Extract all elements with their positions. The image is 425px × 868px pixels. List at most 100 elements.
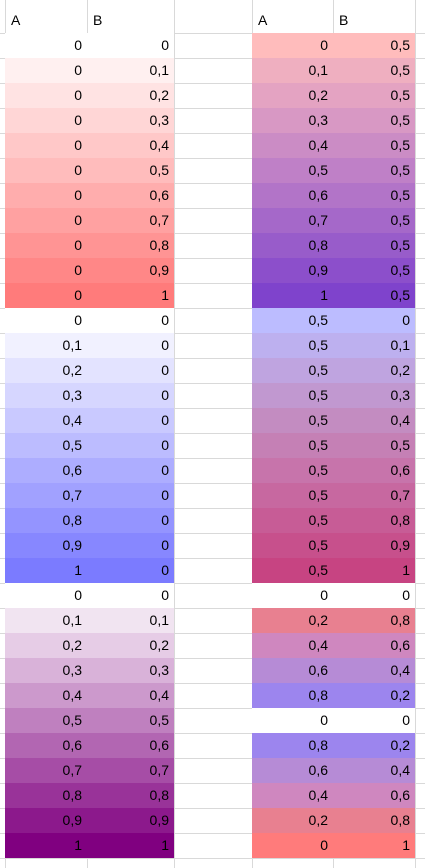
cell-right-mix-a-a[interactable]: 0,2 (252, 608, 333, 633)
cell-left-red-a[interactable]: 0 (5, 283, 87, 308)
cell-left-purple-b[interactable]: 0,7 (87, 758, 174, 783)
cell-right-lavender-to-magenta-a[interactable]: 0,5 (252, 333, 333, 358)
cell-right-lavender-to-magenta-b[interactable]: 0 (333, 308, 415, 333)
cell-left-red-b[interactable]: 0 (87, 33, 174, 58)
cell-left-red-b[interactable]: 0,8 (87, 233, 174, 258)
cell-right-mix-b-b[interactable]: 0 (333, 708, 415, 733)
cell-right-mix-a-b[interactable]: 0,4 (333, 658, 415, 683)
cell-right-lavender-to-magenta-b[interactable]: 0,3 (333, 383, 415, 408)
cell-right-mix-b-b[interactable]: 0,4 (333, 758, 415, 783)
cell-left-purple-b[interactable]: 1 (87, 833, 174, 858)
cell-right-lavender-to-magenta-b[interactable]: 0,7 (333, 483, 415, 508)
cell-right-pink-to-violet-a[interactable]: 0,4 (252, 133, 333, 158)
cell-left-blue-a[interactable]: 0 (5, 308, 87, 333)
cell-left-blue-b[interactable]: 0 (87, 433, 174, 458)
cell-right-pink-to-violet-b[interactable]: 0,5 (333, 108, 415, 133)
cell-left-blue-a[interactable]: 1 (5, 558, 87, 583)
column-header-b-right[interactable]: B (339, 12, 349, 28)
cell-right-lavender-to-magenta-b[interactable]: 0,4 (333, 408, 415, 433)
cell-right-lavender-to-magenta-a[interactable]: 0,5 (252, 458, 333, 483)
cell-left-blue-a[interactable]: 0,6 (5, 458, 87, 483)
cell-left-blue-a[interactable]: 0,4 (5, 408, 87, 433)
cell-left-red-a[interactable]: 0 (5, 58, 87, 83)
cell-left-red-b[interactable]: 1 (87, 283, 174, 308)
cell-right-lavender-to-magenta-a[interactable]: 0,5 (252, 308, 333, 333)
cell-right-pink-to-violet-b[interactable]: 0,5 (333, 58, 415, 83)
cell-left-red-a[interactable]: 0 (5, 233, 87, 258)
cell-right-lavender-to-magenta-b[interactable]: 0,1 (333, 333, 415, 358)
cell-right-lavender-to-magenta-b[interactable]: 0,2 (333, 358, 415, 383)
cell-right-mix-a-b[interactable]: 0 (333, 583, 415, 608)
cell-left-red-a[interactable]: 0 (5, 208, 87, 233)
cell-left-blue-b[interactable]: 0 (87, 533, 174, 558)
cell-right-mix-b-a[interactable]: 0,8 (252, 733, 333, 758)
cell-right-mix-a-a[interactable]: 0,6 (252, 658, 333, 683)
cell-left-blue-b[interactable]: 0 (87, 458, 174, 483)
cell-left-purple-b[interactable]: 0,3 (87, 658, 174, 683)
cell-right-mix-b-a[interactable]: 0 (252, 708, 333, 733)
cell-left-purple-a[interactable]: 0,6 (5, 733, 87, 758)
cell-left-red-b[interactable]: 0,6 (87, 183, 174, 208)
cell-right-mix-a-b[interactable]: 0,6 (333, 633, 415, 658)
cell-right-mix-b-a[interactable]: 0 (252, 833, 333, 858)
cell-left-purple-b[interactable]: 0,8 (87, 783, 174, 808)
cell-right-mix-b-b[interactable]: 1 (333, 833, 415, 858)
cell-left-red-a[interactable]: 0 (5, 33, 87, 58)
cell-left-blue-b[interactable]: 0 (87, 308, 174, 333)
cell-right-lavender-to-magenta-b[interactable]: 0,8 (333, 508, 415, 533)
cell-right-pink-to-violet-a[interactable]: 0,6 (252, 183, 333, 208)
cell-left-blue-a[interactable]: 0,5 (5, 433, 87, 458)
cell-right-pink-to-violet-a[interactable]: 0,5 (252, 158, 333, 183)
cell-left-purple-a[interactable]: 0,9 (5, 808, 87, 833)
cell-left-red-b[interactable]: 0,9 (87, 258, 174, 283)
cell-left-purple-b[interactable]: 0,5 (87, 708, 174, 733)
cell-left-purple-a[interactable]: 0,3 (5, 658, 87, 683)
column-header-a-right[interactable]: A (258, 12, 268, 28)
cell-left-blue-b[interactable]: 0 (87, 408, 174, 433)
cell-right-mix-b-a[interactable]: 0,2 (252, 808, 333, 833)
cell-left-purple-b[interactable]: 0,6 (87, 733, 174, 758)
cell-left-blue-a[interactable]: 0,3 (5, 383, 87, 408)
cell-left-purple-a[interactable]: 1 (5, 833, 87, 858)
cell-left-red-a[interactable]: 0 (5, 258, 87, 283)
cell-left-blue-a[interactable]: 0,1 (5, 333, 87, 358)
cell-right-pink-to-violet-b[interactable]: 0,5 (333, 83, 415, 108)
cell-right-pink-to-violet-b[interactable]: 0,5 (333, 133, 415, 158)
cell-right-mix-a-a[interactable]: 0 (252, 583, 333, 608)
cell-left-blue-b[interactable]: 0 (87, 483, 174, 508)
cell-right-pink-to-violet-b[interactable]: 0,5 (333, 158, 415, 183)
cell-right-mix-a-b[interactable]: 0,2 (333, 683, 415, 708)
cell-right-mix-a-a[interactable]: 0,8 (252, 683, 333, 708)
cell-right-lavender-to-magenta-a[interactable]: 0,5 (252, 483, 333, 508)
cell-left-blue-b[interactable]: 0 (87, 508, 174, 533)
cell-right-lavender-to-magenta-a[interactable]: 0,5 (252, 508, 333, 533)
cell-right-lavender-to-magenta-a[interactable]: 0,5 (252, 558, 333, 583)
cell-right-pink-to-violet-b[interactable]: 0,5 (333, 183, 415, 208)
cell-right-pink-to-violet-b[interactable]: 0,5 (333, 208, 415, 233)
cell-right-pink-to-violet-a[interactable]: 0,3 (252, 108, 333, 133)
cell-left-red-a[interactable]: 0 (5, 158, 87, 183)
cell-right-pink-to-violet-a[interactable]: 0,8 (252, 233, 333, 258)
cell-left-purple-a[interactable]: 0,5 (5, 708, 87, 733)
cell-right-pink-to-violet-a[interactable]: 0,1 (252, 58, 333, 83)
column-header-a-left[interactable]: A (11, 12, 21, 28)
cell-right-mix-a-a[interactable]: 0,4 (252, 633, 333, 658)
cell-left-blue-b[interactable]: 0 (87, 558, 174, 583)
cell-right-lavender-to-magenta-a[interactable]: 0,5 (252, 533, 333, 558)
column-header-b-left[interactable]: B (93, 12, 103, 28)
cell-left-purple-b[interactable]: 0,4 (87, 683, 174, 708)
cell-left-purple-a[interactable]: 0,4 (5, 683, 87, 708)
cell-left-blue-a[interactable]: 0,9 (5, 533, 87, 558)
cell-left-red-a[interactable]: 0 (5, 133, 87, 158)
cell-left-purple-b[interactable]: 0,2 (87, 633, 174, 658)
cell-left-blue-b[interactable]: 0 (87, 333, 174, 358)
cell-right-pink-to-violet-b[interactable]: 0,5 (333, 233, 415, 258)
cell-right-lavender-to-magenta-b[interactable]: 1 (333, 558, 415, 583)
cell-right-lavender-to-magenta-a[interactable]: 0,5 (252, 383, 333, 408)
cell-right-pink-to-violet-a[interactable]: 0,9 (252, 258, 333, 283)
cell-right-pink-to-violet-a[interactable]: 0,2 (252, 83, 333, 108)
cell-left-purple-b[interactable]: 0,9 (87, 808, 174, 833)
cell-right-lavender-to-magenta-a[interactable]: 0,5 (252, 358, 333, 383)
cell-right-pink-to-violet-b[interactable]: 0,5 (333, 283, 415, 308)
cell-right-mix-a-b[interactable]: 0,8 (333, 608, 415, 633)
